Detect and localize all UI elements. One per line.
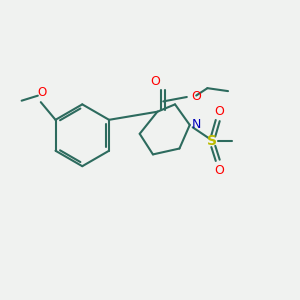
Text: O: O [38,86,47,99]
Text: O: O [214,164,224,177]
Text: O: O [150,75,160,88]
Text: N: N [192,118,202,131]
Text: O: O [214,105,224,118]
Text: O: O [191,91,201,103]
Text: S: S [207,134,217,148]
